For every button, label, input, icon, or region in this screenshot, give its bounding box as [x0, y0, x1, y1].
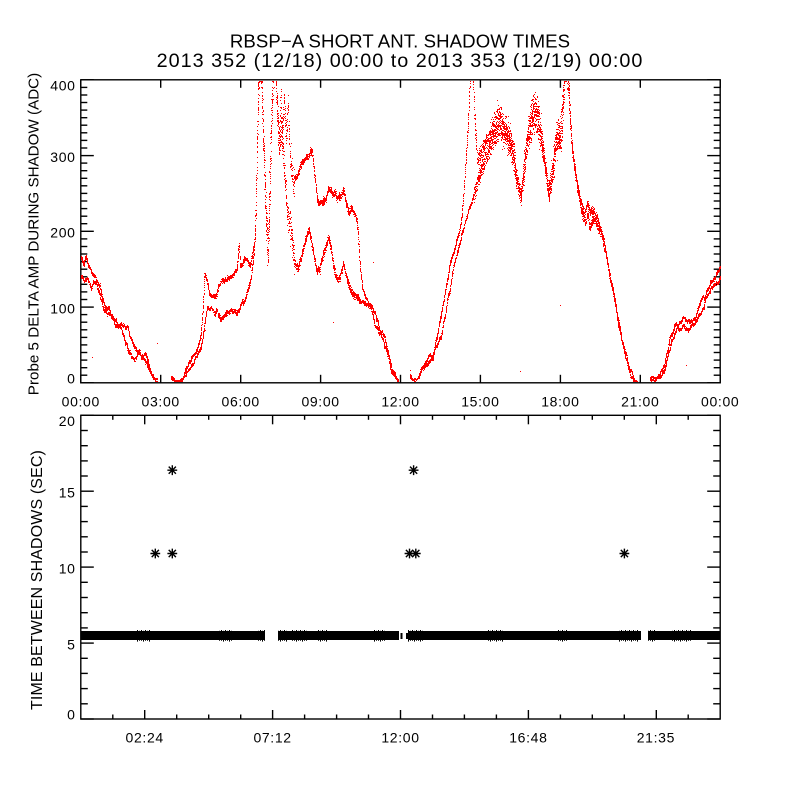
svg-text:400: 400 [50, 78, 75, 94]
svg-text:09:00: 09:00 [301, 393, 339, 409]
svg-text:21:35: 21:35 [637, 730, 675, 746]
svg-text:5: 5 [67, 636, 75, 652]
svg-text:00:00: 00:00 [62, 393, 100, 409]
svg-text:0: 0 [67, 371, 75, 387]
svg-text:RBSP−A SHORT ANT. SHADOW TIMES: RBSP−A SHORT ANT. SHADOW TIMES [230, 31, 570, 52]
svg-text:12:00: 12:00 [381, 730, 419, 746]
svg-text:16:48: 16:48 [509, 730, 547, 746]
svg-text:18:00: 18:00 [541, 393, 579, 409]
svg-text:02:24: 02:24 [126, 730, 164, 746]
svg-text:Probe 5 DELTA AMP DURING SHADO: Probe 5 DELTA AMP DURING SHADOW (ADC) [26, 73, 43, 395]
svg-text:07:12: 07:12 [253, 730, 291, 746]
svg-text:10: 10 [59, 560, 76, 576]
svg-text:200: 200 [50, 225, 75, 241]
svg-text:300: 300 [50, 149, 75, 165]
svg-text:20: 20 [59, 413, 76, 429]
svg-text:15:00: 15:00 [461, 393, 499, 409]
svg-text:03:00: 03:00 [142, 393, 180, 409]
svg-text:TIME BETWEEN SHADOWS (SEC): TIME BETWEEN SHADOWS (SEC) [29, 450, 46, 710]
svg-text:12:00: 12:00 [381, 393, 419, 409]
svg-text:100: 100 [50, 300, 75, 316]
svg-text:0: 0 [67, 707, 75, 723]
svg-text:06:00: 06:00 [222, 393, 260, 409]
svg-text:21:00: 21:00 [621, 393, 659, 409]
svg-text:2013 352 (12/18) 00:00 to 2013: 2013 352 (12/18) 00:00 to 2013 353 (12/1… [157, 50, 644, 72]
svg-text:00:00: 00:00 [701, 393, 739, 409]
svg-text:15: 15 [59, 485, 76, 501]
